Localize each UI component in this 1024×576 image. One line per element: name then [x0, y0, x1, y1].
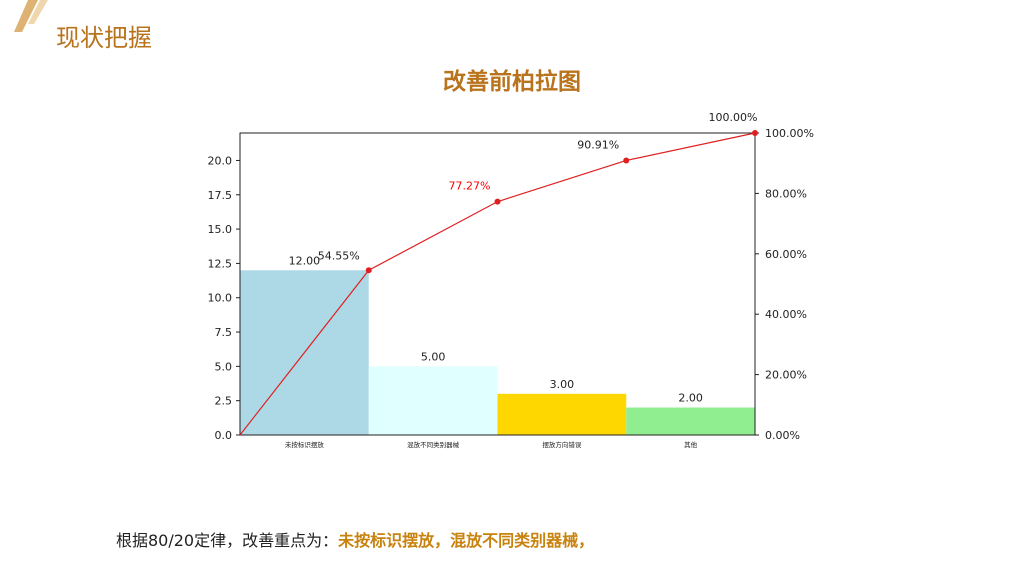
x-tick-label-1: 混放不同类别器械	[407, 440, 460, 449]
y-right-tick-label-5: 100.00%	[765, 127, 814, 140]
y-right-tick-label-0: 0.00%	[765, 429, 800, 442]
y-left-tick-label-3: 7.5	[215, 326, 233, 339]
chart-title: 改善前柏拉图	[443, 69, 581, 95]
cumulative-point-1	[365, 267, 372, 274]
bar-value-label-0: 12.00	[289, 254, 321, 267]
bar-1	[368, 366, 498, 435]
x-tick-label-0: 未按标识摆放	[285, 440, 325, 449]
cumulative-point-3	[623, 157, 630, 164]
y-left-tick-label-1: 2.5	[215, 395, 233, 408]
x-tick-label-3: 其他	[684, 440, 698, 449]
bar-value-label-2: 3.00	[550, 378, 575, 391]
y-left-tick-label-0: 0.0	[215, 429, 233, 442]
conclusion-highlight: 未按标识摆放，混放不同类别器械，	[338, 531, 595, 550]
x-tick-label-2: 摆放方向错误	[542, 440, 582, 449]
y-left-tick-label-8: 20.0	[208, 154, 233, 167]
bar-value-label-3: 2.00	[678, 392, 703, 405]
cumulative-label-1: 54.55%	[318, 249, 360, 262]
y-left-tick-label-4: 10.0	[208, 292, 233, 305]
y-right-tick-label-4: 80.00%	[765, 187, 807, 200]
y-right-tick-label-3: 60.00%	[765, 248, 807, 261]
bar-value-label-1: 5.00	[421, 350, 446, 363]
y-right-tick-label-1: 20.00%	[765, 369, 807, 382]
corner-stripe-decoration	[14, 0, 48, 32]
cumulative-label-4: 100.00%	[709, 111, 758, 124]
cumulative-point-2	[494, 198, 501, 205]
y-left-tick-label-6: 15.0	[208, 223, 233, 236]
cumulative-point-4	[752, 130, 758, 136]
pareto-chart: 12.00 未按标识摆放 5.00 混放不同类别器械 3.00 摆放方向错误 2.00 其他 0…	[208, 111, 814, 449]
conclusion-prefix: 根据80/20定律，改善重点为：	[116, 531, 339, 550]
cumulative-label-3: 90.91%	[577, 138, 619, 151]
y-left-tick-label-7: 17.5	[208, 189, 233, 202]
y-right-tick-label-2: 40.00%	[765, 308, 807, 321]
cumulative-label-2: 77.27%	[449, 180, 491, 193]
conclusion-text: 根据80/20定律，改善重点为：未按标识摆放，混放不同类别器械，	[116, 527, 594, 551]
plot-frame	[239, 132, 756, 436]
y-left-tick-label-2: 5.0	[215, 360, 233, 373]
y-left-tick-label-5: 12.5	[208, 257, 233, 270]
bar-3	[626, 407, 755, 435]
bar-2	[497, 393, 627, 435]
section-title: 现状把握	[56, 24, 152, 52]
